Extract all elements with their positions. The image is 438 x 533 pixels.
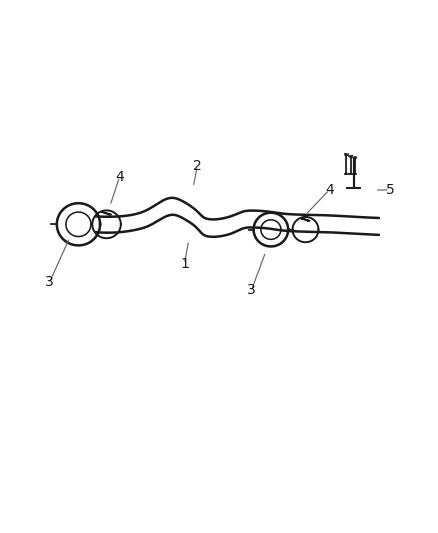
Text: 4: 4 — [115, 170, 124, 184]
Text: 3: 3 — [45, 276, 54, 289]
Text: 5: 5 — [385, 183, 394, 197]
Text: 1: 1 — [180, 257, 189, 271]
Text: 4: 4 — [325, 183, 334, 197]
Text: 2: 2 — [193, 159, 202, 173]
Text: 3: 3 — [247, 283, 256, 297]
